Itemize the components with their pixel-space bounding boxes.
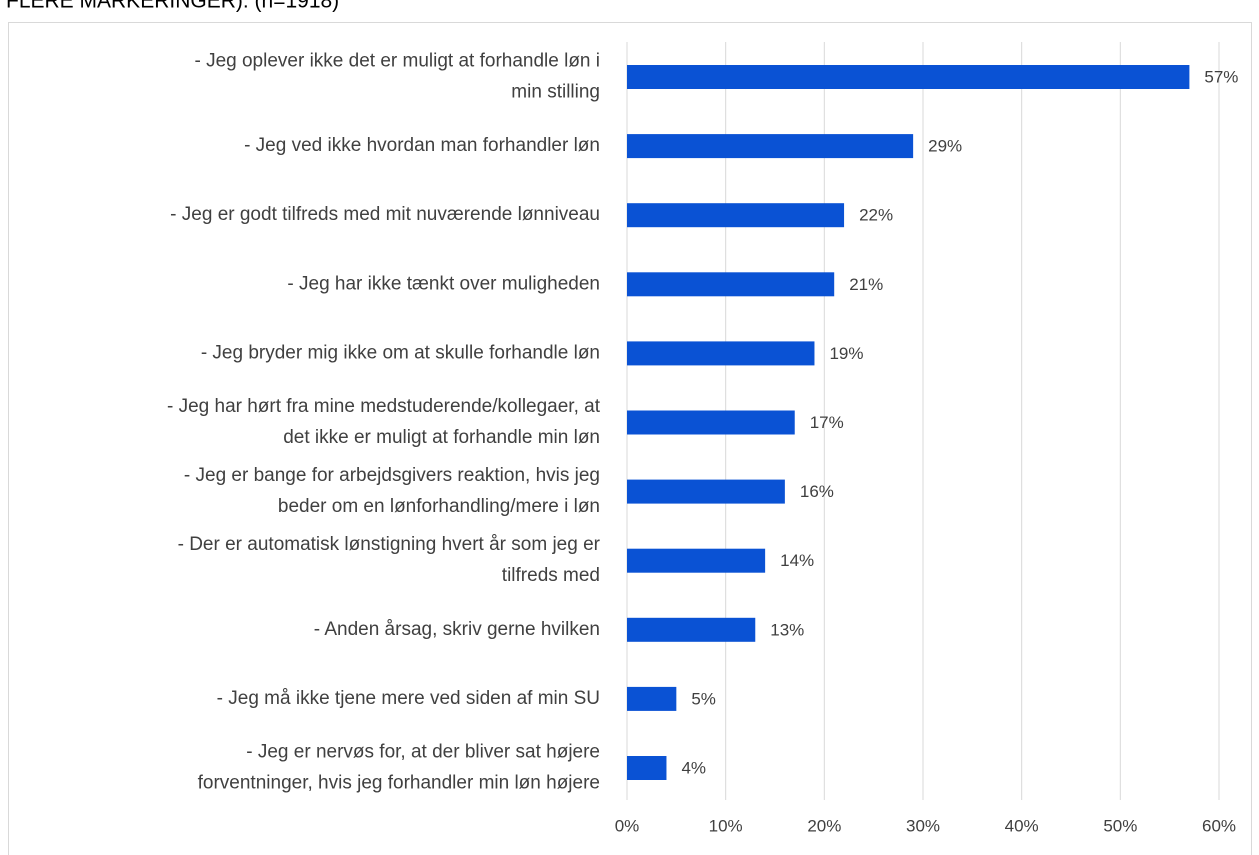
bar xyxy=(627,548,766,573)
y-tick-label: - Jeg er nervøs for, at der bliver sat h… xyxy=(246,742,600,763)
bar xyxy=(627,756,667,780)
bar xyxy=(627,65,1190,89)
y-tick-label: forventninger, hvis jeg forhandler min l… xyxy=(198,773,600,794)
bar xyxy=(627,341,815,366)
data-label: 5% xyxy=(691,689,716,708)
y-tick-label: - Anden årsag, skriv gerne hvilken xyxy=(314,619,600,640)
bar xyxy=(627,272,835,297)
y-tick-label: - Jeg ved ikke hvordan man forhandler lø… xyxy=(244,135,600,156)
x-tick-label: 40% xyxy=(1005,816,1039,835)
y-tick-label: - Jeg er godt tilfreds med mit nuværende… xyxy=(170,204,600,225)
y-tick-label: - Der er automatisk lønstigning hvert år… xyxy=(178,534,601,555)
bar xyxy=(627,617,756,642)
x-tick-label: 30% xyxy=(906,816,940,835)
data-label: 14% xyxy=(780,551,814,570)
data-label: 29% xyxy=(928,137,962,156)
bar xyxy=(627,203,845,228)
chart-title: FLERE MARKERINGER): (n=1918) xyxy=(6,0,339,13)
data-label: 4% xyxy=(681,758,706,777)
y-tick-label: beder om en lønforhandling/mere i løn xyxy=(278,496,600,517)
x-tick-label: 60% xyxy=(1202,816,1236,835)
y-tick-label: - Jeg har ikke tænkt over muligheden xyxy=(287,273,600,294)
x-tick-label: 50% xyxy=(1103,816,1137,835)
y-tick-label: - Jeg må ikke tjene mere ved siden af mi… xyxy=(217,688,600,709)
bar xyxy=(627,686,677,711)
bar xyxy=(627,410,795,435)
data-label: 17% xyxy=(810,413,844,432)
data-label: 57% xyxy=(1204,67,1238,86)
bar xyxy=(627,134,914,159)
data-label: 16% xyxy=(800,482,834,501)
chart-border xyxy=(8,22,1252,855)
data-label: 13% xyxy=(770,620,804,639)
x-tick-label: 20% xyxy=(807,816,841,835)
data-label: 19% xyxy=(829,344,863,363)
y-tick-label: det ikke er muligt at forhandle min løn xyxy=(283,427,600,448)
data-label: 21% xyxy=(849,275,883,294)
x-tick-label: 10% xyxy=(709,816,743,835)
x-tick-label: 0% xyxy=(615,816,640,835)
y-tick-label: - Jeg bryder mig ikke om at skulle forha… xyxy=(201,342,600,363)
y-tick-label: - Jeg er bange for arbejdsgivers reaktio… xyxy=(184,465,600,486)
y-tick-label: - Jeg oplever ikke det er muligt at forh… xyxy=(194,51,600,72)
y-tick-label: min stilling xyxy=(511,82,600,103)
bar xyxy=(627,479,785,504)
data-label: 22% xyxy=(859,206,893,225)
y-tick-label: - Jeg har hørt fra mine medstuderende/ko… xyxy=(167,396,601,417)
y-tick-label: tilfreds med xyxy=(502,565,600,586)
